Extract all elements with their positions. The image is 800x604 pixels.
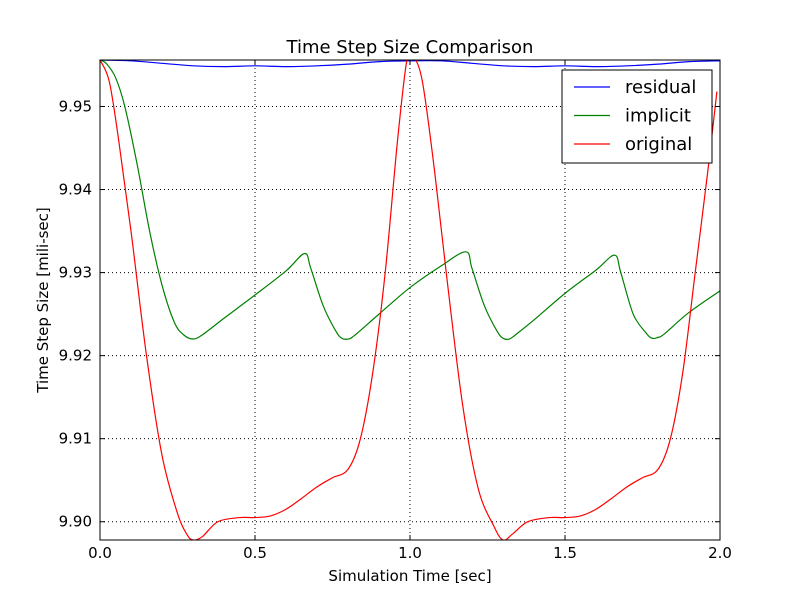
series-line-original <box>100 60 718 540</box>
y-tick-label: 9.93 <box>59 264 92 282</box>
y-tick-label: 9.94 <box>59 181 92 199</box>
legend: residual implicit original <box>561 69 713 164</box>
legend-label-original: original <box>625 134 692 155</box>
y-tick-label: 9.95 <box>59 98 92 116</box>
x-axis-label: Simulation Time [sec] <box>328 567 491 585</box>
legend-label-implicit: implicit <box>625 106 691 127</box>
axis-ticks: 0.0 0.5 1.0 1.5 2.0 9.90 9.91 9.92 9.93 9.94 9.95 <box>59 60 732 562</box>
x-tick-label: 2.0 <box>708 544 732 562</box>
y-axis-label: Time Step Size [mili-sec] <box>34 207 52 393</box>
chart-title: Time Step Size Comparison <box>286 37 534 58</box>
legend-box <box>561 69 713 164</box>
x-tick-label: 1.0 <box>398 544 422 562</box>
y-tick-label: 9.92 <box>59 347 92 365</box>
x-tick-label: 1.5 <box>553 544 577 562</box>
y-tick-label: 9.91 <box>59 430 92 448</box>
x-tick-label: 0.5 <box>243 544 267 562</box>
series-line-implicit <box>100 60 720 340</box>
legend-entries: residual implicit original <box>574 77 696 155</box>
y-tick-label: 9.90 <box>59 513 92 531</box>
legend-label-residual: residual <box>625 77 696 98</box>
x-tick-label: 0.0 <box>88 544 112 562</box>
